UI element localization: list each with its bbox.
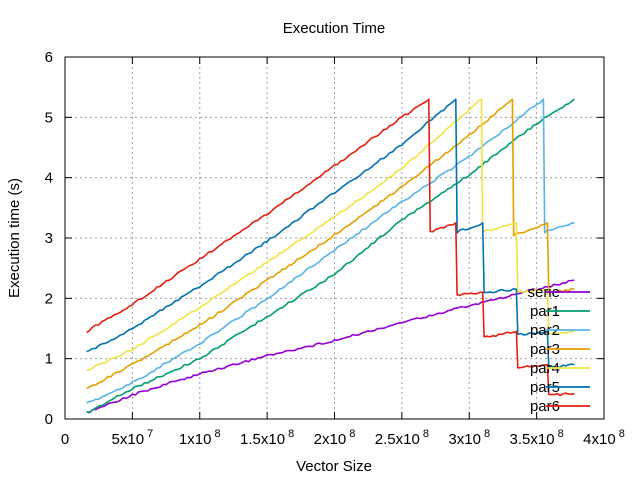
y-tick-label: 5 [45, 109, 53, 126]
series-line-par5 [86, 98, 575, 369]
series-line-par1 [86, 98, 575, 414]
y-tick-label: 6 [45, 49, 53, 66]
legend: serie par1 par2 par3 par4 par5 par6 [527, 284, 590, 415]
legend-label-par6: par6 [530, 398, 560, 415]
x-axis-label: Vector Size [296, 458, 372, 475]
x-tick-labels: 0 5x10 7 1x10 8 1.5x10 8 2x10 8 2.5x10 8 3x10 8 3.5x1… [61, 428, 625, 448]
grid-lines [65, 57, 604, 419]
tick-marks [64, 56, 605, 420]
series-line-par2 [86, 98, 575, 404]
x-tick-label: 5x10 7 [112, 428, 154, 448]
x-tick-label: 1.5x10 8 [240, 428, 294, 448]
legend-label-par4: par4 [530, 360, 560, 377]
series-line-par4 [86, 98, 575, 371]
x-tick-label: 0 [61, 431, 69, 448]
y-tick-label: 0 [45, 411, 53, 428]
series-line-par6 [86, 98, 575, 397]
chart-title: Execution Time [283, 20, 386, 37]
y-tick-label: 2 [45, 290, 53, 307]
series-line-serie [86, 279, 575, 414]
legend-label-par3: par3 [530, 341, 560, 358]
y-tick-label: 4 [45, 170, 53, 187]
y-tick-label: 3 [45, 230, 53, 247]
legend-label-par5: par5 [530, 379, 560, 396]
x-tick-label: 3.5x10 8 [510, 428, 564, 448]
series-layer [86, 98, 575, 414]
y-axis-label: Execution time (s) [6, 178, 23, 298]
x-tick-label: 2.5x10 8 [375, 428, 429, 448]
x-tick-label: 4x10 8 [583, 428, 625, 448]
x-tick-label: 2x10 8 [314, 428, 356, 448]
x-tick-label: 1x10 8 [179, 428, 221, 448]
y-tick-label: 1 [45, 351, 53, 368]
y-tick-labels: 0 1 2 3 4 5 6 [45, 49, 53, 428]
x-tick-label: 3x10 8 [448, 428, 490, 448]
legend-label-par1: par1 [530, 303, 560, 320]
legend-label-par2: par2 [530, 322, 560, 339]
series-line-par3 [86, 98, 575, 390]
legend-label-serie: serie [527, 284, 560, 301]
